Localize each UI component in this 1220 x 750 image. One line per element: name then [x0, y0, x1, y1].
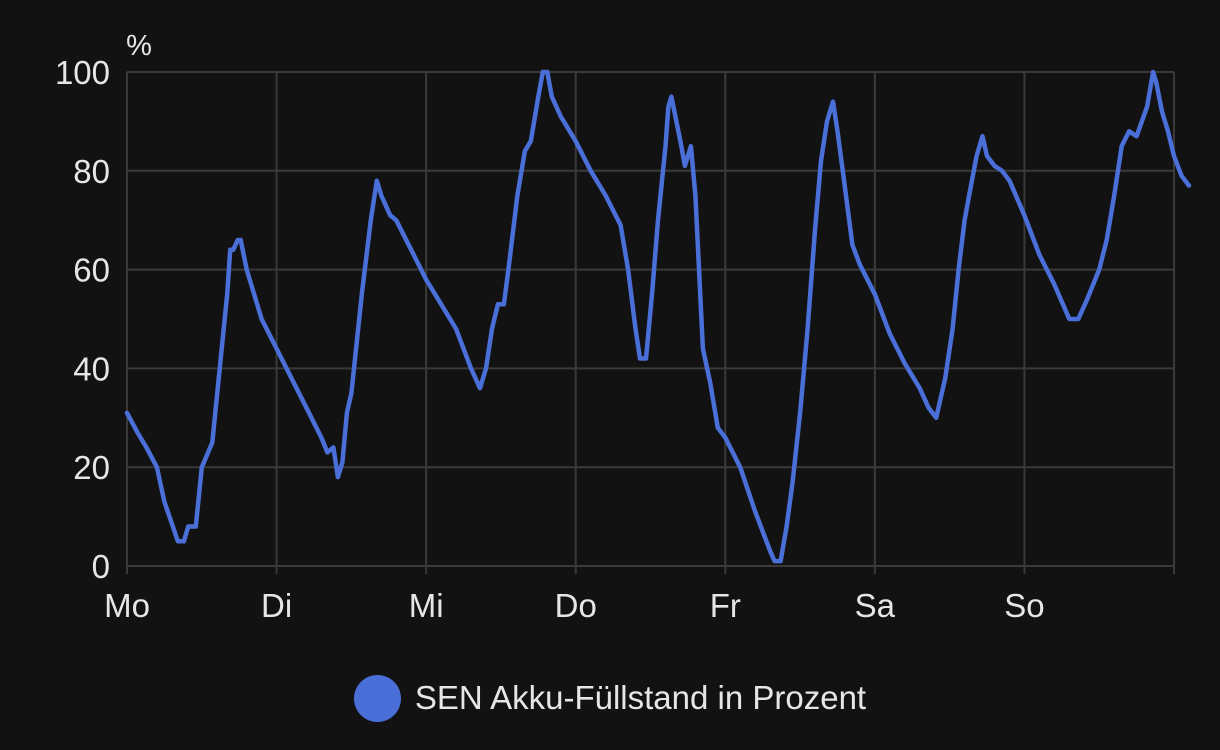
x-tick-label: Mi	[409, 587, 444, 624]
x-tick-label: Sa	[855, 587, 896, 624]
x-tick-label: Do	[555, 587, 597, 624]
legend-swatch	[353, 674, 401, 722]
x-tick-label: Mo	[104, 587, 150, 624]
legend-item[interactable]: SEN Akku-Füllstand in Prozent	[0, 668, 1220, 728]
x-tick-label: So	[1004, 587, 1044, 624]
legend-label: SEN Akku-Füllstand in Prozent	[414, 679, 867, 716]
x-tick-label: Fr	[710, 587, 741, 624]
y-tick-label: 60	[73, 252, 110, 289]
y-tick-label: 0	[92, 548, 110, 585]
x-tick-label: Di	[261, 587, 292, 624]
y-unit-label: %	[126, 30, 152, 62]
line-chart: 0 20 40 60 80 100 Mo Di Mi Do Fr Sa So%	[55, 30, 1192, 624]
y-tick-label: 100	[55, 54, 110, 91]
y-tick-label: 20	[73, 449, 110, 486]
y-tick-label: 40	[73, 350, 110, 387]
series-line	[124, 69, 1192, 564]
y-tick-label: 80	[73, 153, 110, 190]
